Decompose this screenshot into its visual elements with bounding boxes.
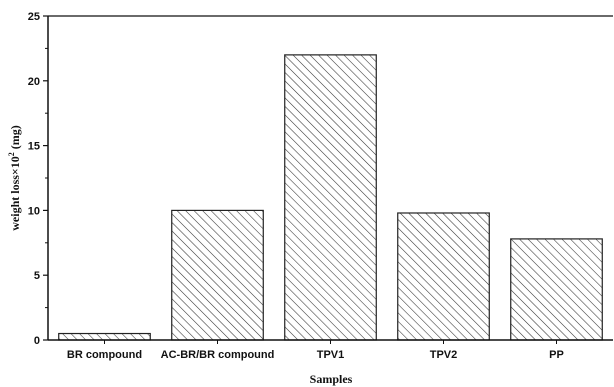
y-tick-label: 15	[28, 141, 40, 153]
x-tick-label: TPV1	[317, 349, 345, 361]
bars	[58, 54, 603, 341]
y-tick-label: 0	[34, 335, 40, 347]
y-axis-title: weight loss×102 (mg)	[7, 125, 22, 231]
bar-4	[510, 238, 603, 341]
y-tick-label: 20	[28, 76, 40, 88]
bar-3	[397, 212, 490, 341]
x-tick-label: BR compound	[67, 349, 142, 361]
x-tick-label: PP	[549, 349, 564, 361]
y-axis-title-main: weight loss×10	[8, 156, 22, 231]
y-tick-label: 25	[28, 11, 40, 23]
tick-labels: BR compound AC-BR/BR compound TPV1 TPV2 PP 0 5…	[28, 11, 564, 361]
bar-0	[58, 332, 151, 341]
x-tick-label: TPV2	[430, 349, 458, 361]
x-tick-label: AC-BR/BR compound	[161, 349, 275, 361]
x-axis-title: Samples	[310, 372, 353, 386]
y-axis-title-superscript: 2	[7, 152, 16, 156]
y-tick-label: 5	[34, 270, 40, 282]
bar-2	[284, 54, 377, 341]
axes	[43, 15, 613, 344]
bar-1	[171, 209, 264, 341]
y-tick-label: 10	[28, 205, 40, 217]
y-axis-title-unit: (mg)	[8, 125, 22, 149]
